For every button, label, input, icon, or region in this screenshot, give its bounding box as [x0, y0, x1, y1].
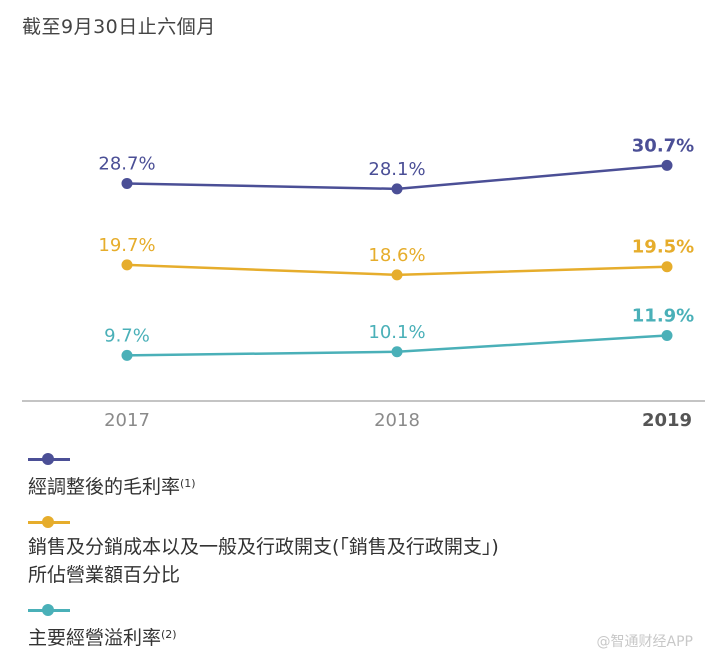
legend-label-selling-admin-expense: 銷售及分銷成本以及一般及行政開支(「銷售及行政開支」) 所佔營業額百分比	[28, 536, 499, 586]
data-label-0-1: 28.1%	[368, 159, 425, 180]
legend-label-gross-margin: 經調整後的毛利率(1)	[28, 476, 196, 498]
x-tick-label-2019: 2019	[642, 410, 692, 431]
data-point-1-2	[661, 261, 673, 273]
data-point-0-1	[391, 183, 403, 195]
legend-item-gross-margin: 經調整後的毛利率(1)	[28, 452, 688, 501]
data-label-1-2: 19.5%	[632, 237, 694, 258]
data-label-1-0: 19.7%	[98, 235, 155, 256]
data-point-2-1	[391, 346, 403, 358]
data-label-2-1: 10.1%	[368, 322, 425, 343]
legend-item-selling-admin-expense: 銷售及分銷成本以及一般及行政開支(「銷售及行政開支」) 所佔營業額百分比	[28, 515, 688, 589]
legend-swatch-operating-margin	[28, 603, 70, 617]
data-label-2-2: 11.9%	[632, 305, 694, 326]
legend-swatch-gross-margin	[28, 452, 70, 466]
legend-swatch-dot	[42, 516, 54, 528]
data-label-0-0: 28.7%	[98, 153, 155, 174]
legend: 經調整後的毛利率(1) 銷售及分銷成本以及一般及行政開支(「銷售及行政開支」) 所…	[28, 452, 688, 666]
data-point-0-0	[121, 177, 133, 189]
data-point-2-0	[121, 349, 133, 361]
data-label-2-0: 9.7%	[104, 325, 150, 346]
data-point-2-2	[661, 329, 673, 341]
line-chart: 2017 2018 2019 28.7% 28.1% 30.7% 19.7% 18.6% 19.…	[22, 135, 705, 431]
data-label-1-1: 18.6%	[368, 245, 425, 266]
data-point-1-0	[121, 259, 133, 271]
data-label-0-2: 30.7%	[632, 135, 694, 156]
watermark: @智通财经APP	[596, 634, 693, 650]
legend-swatch-dot	[42, 604, 54, 616]
x-tick-label-2018: 2018	[374, 410, 420, 431]
chart-subtitle: 截至9月30日止六個月	[22, 16, 216, 38]
x-tick-label-2017: 2017	[104, 410, 150, 431]
legend-label-operating-margin: 主要經營溢利率(2)	[28, 627, 177, 649]
legend-swatch-dot	[42, 453, 54, 465]
data-point-1-1	[391, 269, 403, 281]
legend-item-operating-margin: 主要經營溢利率(2)	[28, 603, 688, 652]
legend-swatch-selling-admin-expense	[28, 515, 70, 529]
data-point-0-2	[661, 159, 673, 171]
